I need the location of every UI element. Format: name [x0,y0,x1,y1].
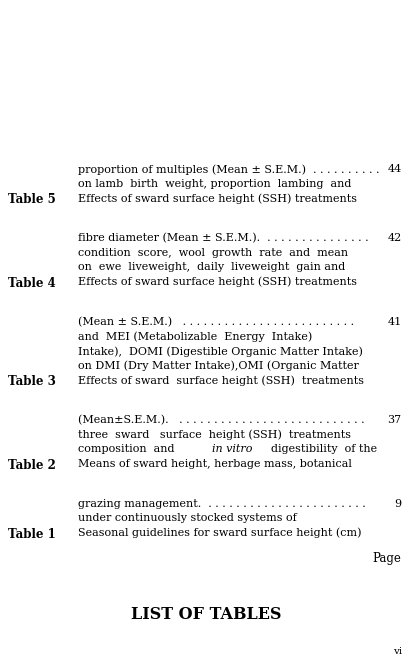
Text: Means of sward height, herbage mass, botanical: Means of sward height, herbage mass, bot… [78,459,352,469]
Text: on lamb  birth  weight, proportion  lambing  and: on lamb birth weight, proportion lambing… [78,179,352,189]
Text: grazing management.  . . . . . . . . . . . . . . . . . . . . . . .: grazing management. . . . . . . . . . . … [78,499,366,509]
Text: on DMI (Dry Matter Intake),OMI (Organic Matter: on DMI (Dry Matter Intake),OMI (Organic … [78,361,359,371]
Text: Table 4: Table 4 [8,277,56,290]
Text: 9: 9 [395,499,402,509]
Text: Table 1: Table 1 [8,528,56,541]
Text: LIST OF TABLES: LIST OF TABLES [131,606,281,623]
Text: Effects of sward  surface height (SSH)  treatments: Effects of sward surface height (SSH) tr… [78,375,364,386]
Text: three  sward   surface  height (SSH)  treatments: three sward surface height (SSH) treatme… [78,430,351,440]
Text: 37: 37 [388,415,402,425]
Text: digestibility  of the: digestibility of the [264,444,377,454]
Text: fibre diameter (Mean ± S.E.M.).  . . . . . . . . . . . . . . .: fibre diameter (Mean ± S.E.M.). . . . . … [78,233,369,244]
Text: under continuously stocked systems of: under continuously stocked systems of [78,513,297,523]
Text: (Mean±S.E.M.).   . . . . . . . . . . . . . . . . . . . . . . . . . . .: (Mean±S.E.M.). . . . . . . . . . . . . .… [78,415,365,426]
Text: Effects of sward surface height (SSH) treatments: Effects of sward surface height (SSH) tr… [78,193,357,204]
Text: 41: 41 [387,317,402,327]
Text: proportion of multiples (Mean ± S.E.M.)  . . . . . . . . . .: proportion of multiples (Mean ± S.E.M.) … [78,164,380,175]
Text: (Mean ± S.E.M.)   . . . . . . . . . . . . . . . . . . . . . . . . .: (Mean ± S.E.M.) . . . . . . . . . . . . … [78,317,354,327]
Text: on  ewe  liveweight,  daily  liveweight  gain and: on ewe liveweight, daily liveweight gain… [78,262,346,272]
Text: condition  score,  wool  growth  rate  and  mean: condition score, wool growth rate and me… [78,248,349,258]
Text: 42: 42 [387,233,402,243]
Text: Table 5: Table 5 [8,193,56,207]
Text: Seasonal guidelines for sward surface height (cm): Seasonal guidelines for sward surface he… [78,528,362,539]
Text: and  MEI (Metabolizable  Energy  Intake): and MEI (Metabolizable Energy Intake) [78,331,313,342]
Text: Table 2: Table 2 [8,459,56,472]
Text: 44: 44 [387,164,402,174]
Text: in vitro: in vitro [212,444,252,454]
Text: Intake),  DOMI (Digestible Organic Matter Intake): Intake), DOMI (Digestible Organic Matter… [78,346,363,357]
Text: Page: Page [373,552,402,566]
Text: Table 3: Table 3 [8,375,56,388]
Text: composition  and: composition and [78,444,182,454]
Text: vi: vi [393,647,402,657]
Text: Effects of sward surface height (SSH) treatments: Effects of sward surface height (SSH) tr… [78,277,357,288]
